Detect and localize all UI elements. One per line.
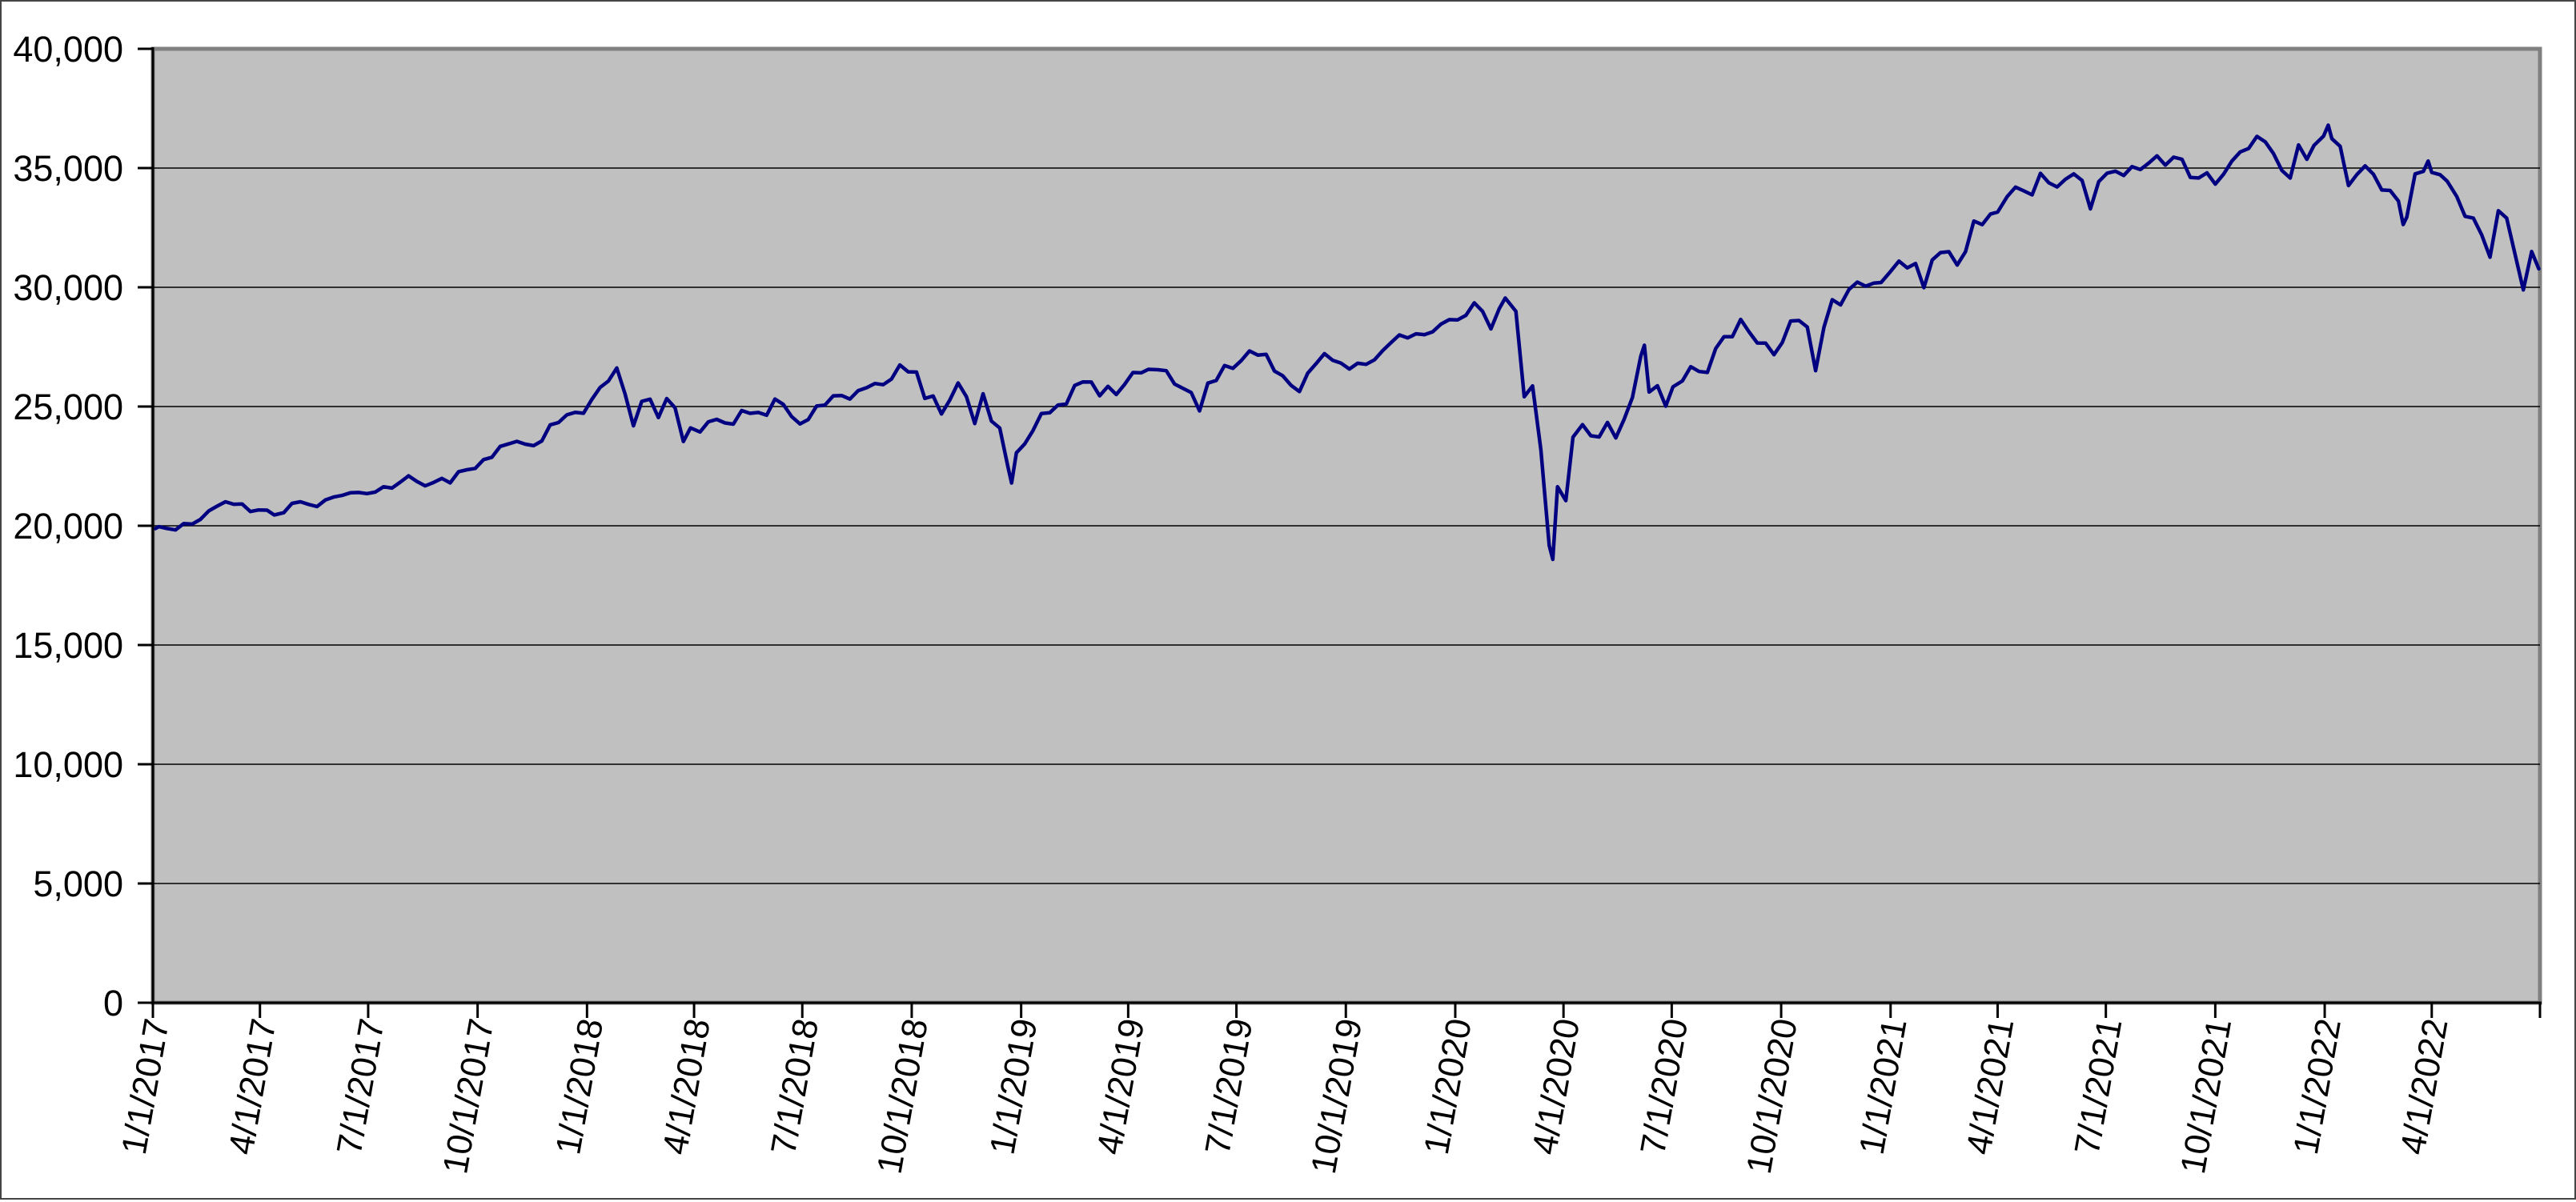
x-axis-tick-label: 10/1/2018	[870, 1016, 936, 1176]
x-axis-tick-label: 4/1/2022	[2393, 1016, 2456, 1157]
x-axis-tick-label: 7/1/2019	[1198, 1016, 1260, 1157]
x-axis-tick-label: 1/1/2019	[982, 1016, 1045, 1157]
y-axis-tick-label: 35,000	[13, 148, 123, 189]
price-line	[153, 123, 2541, 562]
data-series	[153, 123, 2541, 562]
x-axis-tick-label: 1/1/2021	[1852, 1016, 1915, 1157]
x-axis-tick-label: 4/1/2020	[1525, 1016, 1587, 1157]
x-axis-tick-label: 10/1/2017	[435, 1016, 501, 1176]
x-axis-tick-label: 1/1/2018	[548, 1016, 611, 1157]
y-axis-tick-label: 40,000	[13, 29, 123, 70]
x-axis-tick-label: 4/1/2018	[656, 1016, 718, 1157]
x-axis-tick-label: 10/1/2021	[2173, 1016, 2239, 1176]
y-axis-tick-label: 10,000	[13, 744, 123, 785]
x-axis-tick-label: 4/1/2021	[1959, 1016, 2021, 1157]
axes	[138, 47, 2542, 1018]
x-axis-tick-label: 1/1/2020	[1417, 1016, 1479, 1157]
y-axis-tick-label: 25,000	[13, 387, 123, 427]
x-axis-tick-label: 7/1/2021	[2068, 1016, 2130, 1157]
y-axis-tick-label: 0	[103, 983, 123, 1024]
y-axis-tick-label: 15,000	[13, 625, 123, 666]
y-axis-labels: 0 5,000 10,000 15,000 20,000 25,000 30,000 35,0…	[13, 29, 123, 1024]
y-axis-tick-label: 20,000	[13, 506, 123, 547]
x-axis-tick-label: 7/1/2020	[1633, 1016, 1695, 1157]
x-axis-tick-label: 1/1/2022	[2286, 1016, 2349, 1157]
x-axis-tick-label: 10/1/2020	[1739, 1016, 1805, 1176]
x-axis-tick-label: 7/1/2017	[330, 1016, 392, 1157]
x-axis-tick-label: 4/1/2017	[222, 1016, 284, 1157]
x-axis-labels: 1/1/2017 4/1/2017 7/1/2017 10/1/2017 1/1/201…	[114, 1016, 2456, 1176]
x-axis-tick-label: 4/1/2019	[1089, 1016, 1152, 1157]
y-axis-tick-label: 30,000	[13, 267, 123, 308]
x-axis-tick-label: 10/1/2019	[1304, 1016, 1370, 1176]
x-axis-tick-label: 1/1/2017	[114, 1016, 177, 1157]
y-axis-tick-label: 5,000	[33, 863, 123, 904]
x-axis-tick-label: 7/1/2018	[764, 1016, 826, 1157]
